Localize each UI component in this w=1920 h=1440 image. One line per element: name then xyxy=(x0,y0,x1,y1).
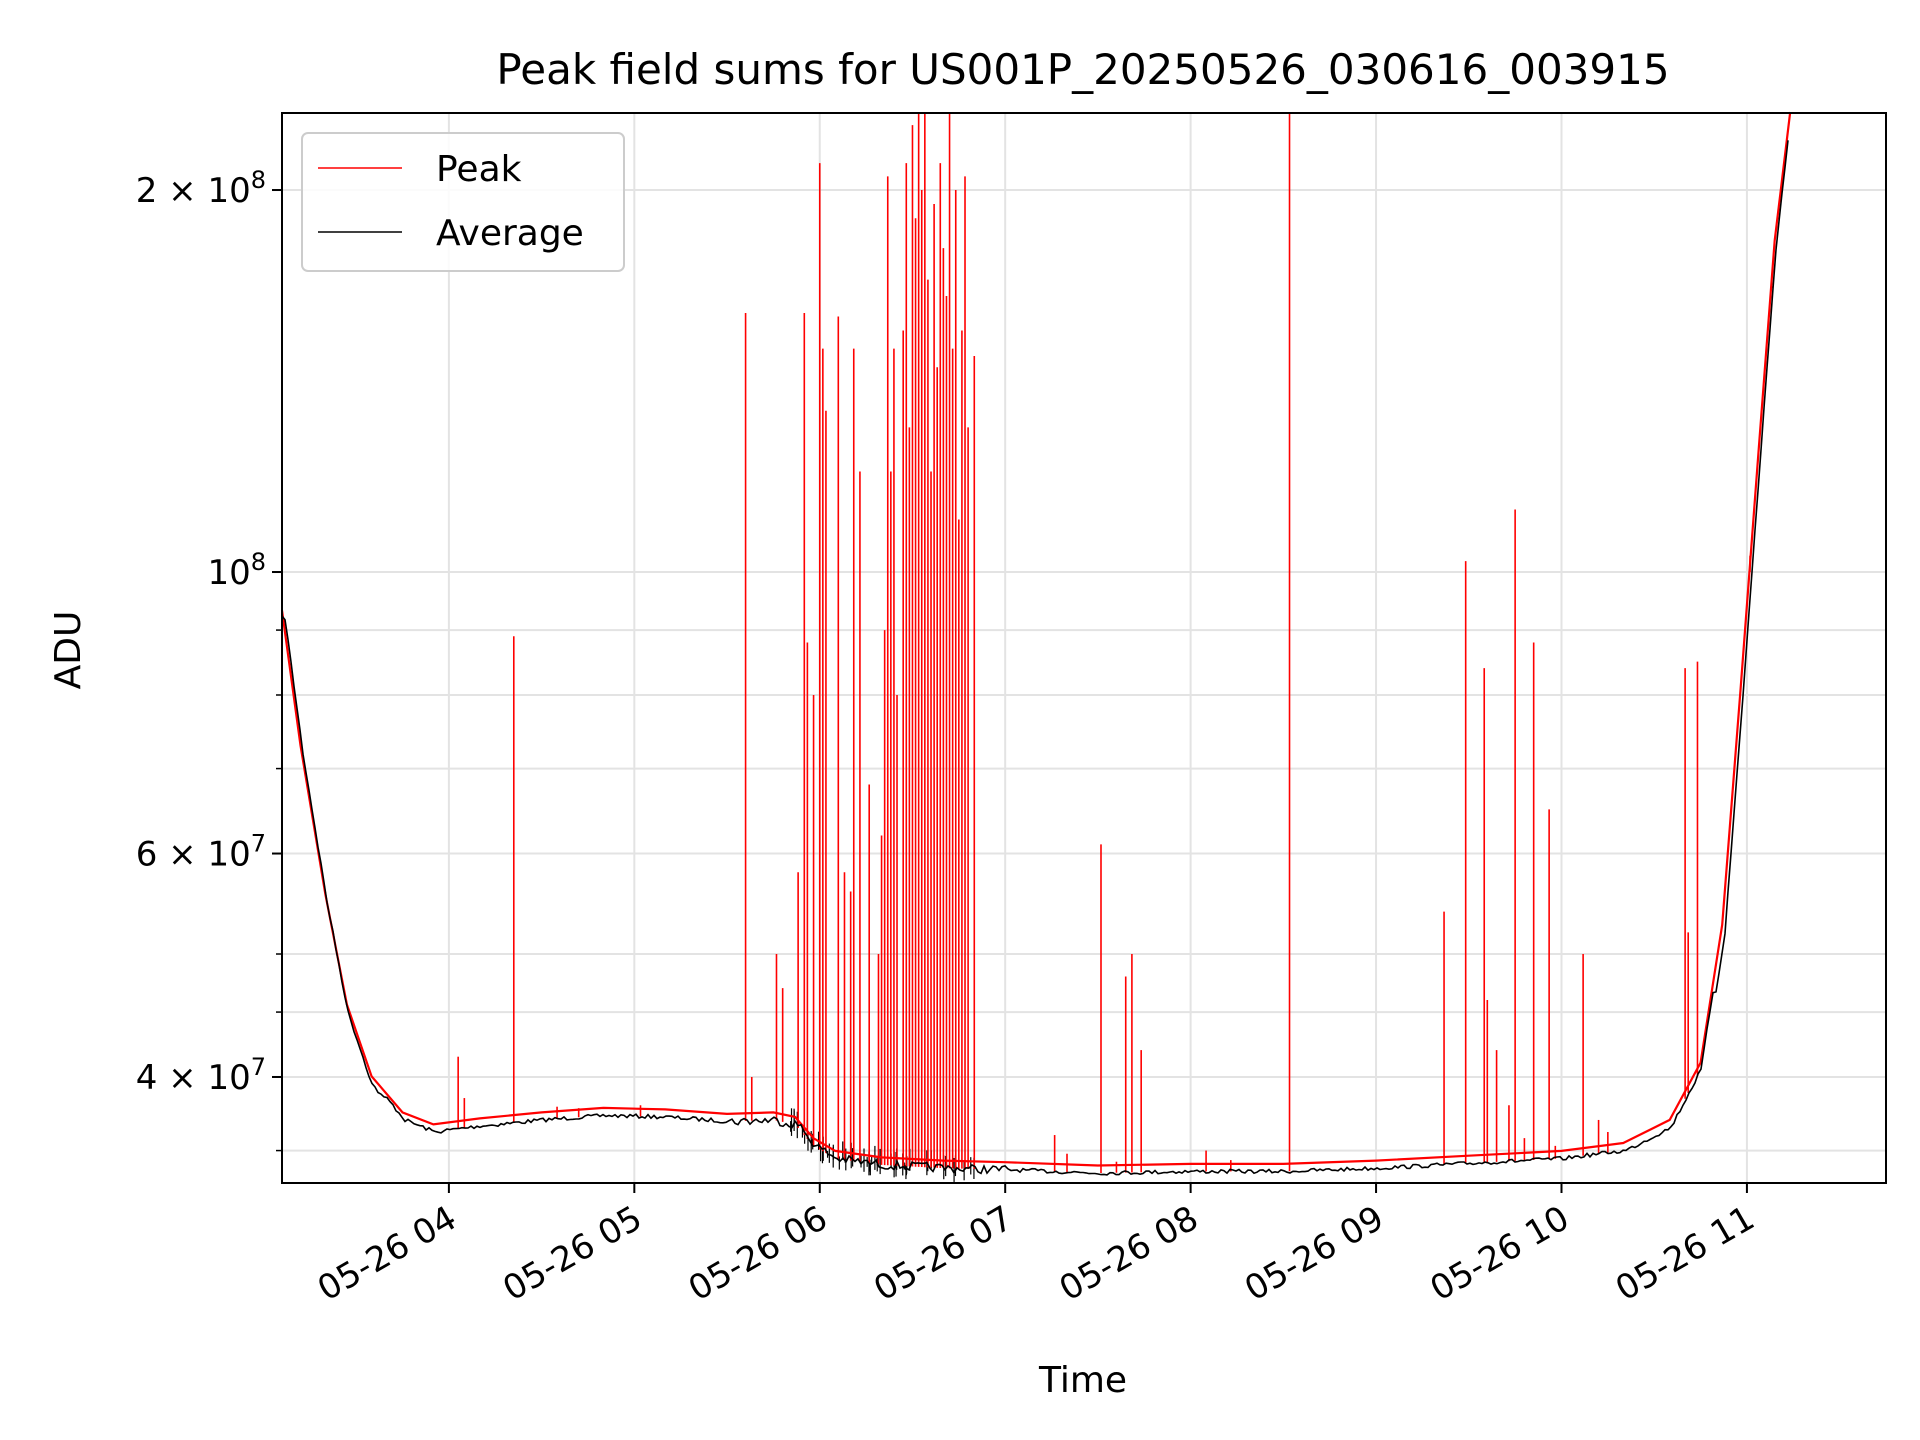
average-line xyxy=(281,140,1789,1176)
legend: Peak Average xyxy=(301,132,625,272)
plot-frame xyxy=(281,112,1887,1184)
chart-title: Peak field sums for US001P_20250526_0306… xyxy=(496,45,1669,94)
average-series xyxy=(281,140,1789,1176)
x-axis-label: Time xyxy=(1038,1360,1127,1401)
peak-series xyxy=(280,111,1792,1174)
y-tick-label-0: 4 × 107 xyxy=(136,1053,266,1098)
y-tick-label-1: 6 × 107 xyxy=(136,830,266,875)
legend-label-peak: Peak xyxy=(436,149,522,190)
y-axis-label: ADU xyxy=(48,611,89,690)
y-tick-label-3: 2 × 108 xyxy=(136,166,266,211)
legend-label-average: Average xyxy=(436,213,584,254)
